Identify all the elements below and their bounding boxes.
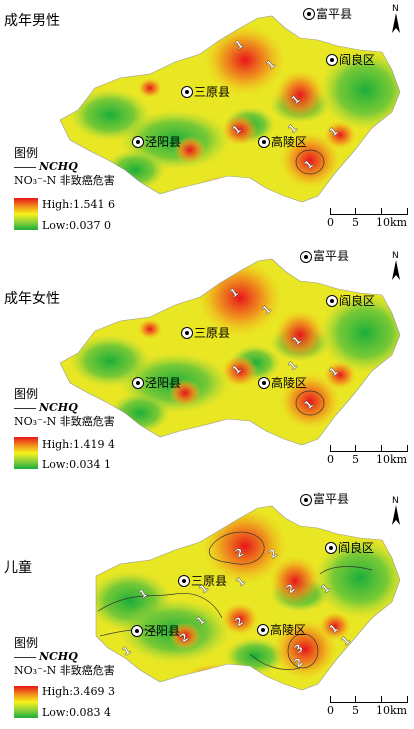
county-seat-icon (300, 251, 312, 263)
legend-low: Low:0.083 4 (42, 706, 112, 719)
scale-bar: 0 5 10 km (326, 696, 410, 726)
county-seat-icon (303, 8, 315, 20)
north-arrow-icon: N (392, 4, 400, 33)
county-seat-icon (132, 136, 144, 148)
legend-line-label: NCHQ (39, 650, 78, 663)
county-seat-icon (326, 295, 338, 307)
hazard-map: 1 1 1 1 1 1 1 (59, 258, 401, 446)
legend-line-label: NCHQ (39, 401, 78, 414)
map-legend: 图例 NCHQ NO₃⁻-N 非致癌危害 (14, 387, 115, 429)
legend-low: Low:0.034 1 (42, 458, 112, 471)
county-seat-icon (131, 625, 143, 637)
county-seat-icon (178, 575, 190, 587)
legend-line-label: NCHQ (39, 160, 78, 173)
county-label-gaoling: 高陵区 (270, 623, 307, 637)
legend-low-value: 0.083 4 (69, 706, 112, 719)
legend-line-item: NCHQ (14, 401, 115, 415)
county-seat-icon (258, 377, 270, 389)
map-boundary (59, 15, 401, 203)
county-seat-icon (257, 624, 269, 636)
county-seat-icon (326, 54, 338, 66)
panel-title: 儿童 (4, 560, 32, 576)
contour-line (208, 531, 265, 565)
county-seat-icon (132, 377, 144, 389)
legend-high: High:1.419 4 (42, 438, 115, 451)
scale-bar: 0 5 10 km (326, 445, 410, 475)
north-arrow-icon: N (392, 496, 400, 525)
county-label-jingyang: 泾阳县 (145, 376, 182, 390)
svg-text:N: N (392, 496, 399, 506)
county-seat-icon (325, 542, 337, 554)
county-seat-icon (181, 327, 193, 339)
hazard-map: 1 1 1 1 1 1 1 (59, 15, 401, 203)
svg-text:N: N (392, 4, 399, 14)
legend-line-item: NCHQ (14, 160, 115, 174)
map-legend: 图例 NCHQ NO₃⁻-N 非致癌危害 (14, 146, 115, 188)
color-ramp (14, 437, 38, 469)
map-panel-children: 2 2 1 1 1 2 2 2 1 1 1 3 2 1 1 儿童 富平县 阎良区… (0, 486, 414, 729)
contour-line (319, 566, 373, 575)
county-seat-icon (258, 136, 270, 148)
contour-line (295, 149, 325, 175)
map-boundary (95, 505, 401, 691)
legend-low: Low:0.037 0 (42, 219, 112, 232)
county-label-jingyang: 泾阳县 (145, 135, 182, 149)
color-ramp (14, 686, 38, 718)
contour-line (287, 633, 319, 669)
county-label-gaoling: 高陵区 (271, 376, 308, 390)
county-label-jingyang: 泾阳县 (144, 624, 181, 638)
hazard-map: 2 2 1 1 1 2 2 2 1 1 1 3 2 1 1 (95, 505, 401, 691)
county-label-yanliang: 阎良区 (339, 294, 376, 308)
legend-hazard-label: NO₃⁻-N 非致癌危害 (14, 664, 115, 677)
legend-high: High:3.469 3 (42, 685, 115, 698)
map-legend: 图例 NCHQ NO₃⁻-N 非致癌危害 (14, 636, 115, 678)
scale-bar: 0 5 10 km (326, 208, 410, 238)
legend-low-value: 0.037 0 (69, 219, 112, 232)
legend-high-value: 1.419 4 (72, 438, 115, 451)
panel-title: 成年男性 (4, 13, 60, 29)
county-label-sanyuan: 三原县 (194, 326, 231, 340)
contour-line (97, 592, 223, 619)
color-ramp (14, 198, 38, 230)
legend-high: High:1.541 6 (42, 198, 115, 211)
map-panel-adult-female: 1 1 1 1 1 1 1 成年女性 富平县 阎良区 三原县 泾阳县 高陵区 图… (0, 243, 414, 486)
contour-line (249, 653, 301, 670)
county-label-sanyuan: 三原县 (194, 85, 231, 99)
county-label-yanliang: 阎良区 (338, 541, 375, 555)
legend-high-value: 3.469 3 (72, 685, 115, 698)
map-panel-adult-male: 1 1 1 1 1 1 1 成年男性 富平县 阎良区 三原县 泾阳县 高陵区 图… (0, 0, 414, 243)
contour-line (295, 390, 325, 416)
county-seat-icon (181, 86, 193, 98)
legend-hazard-label: NO₃⁻-N 非致癌危害 (14, 174, 115, 187)
legend-title: 图例 (14, 387, 39, 401)
legend-title: 图例 (14, 146, 39, 160)
county-label-sanyuan: 三原县 (191, 574, 228, 588)
county-label-yanliang: 阎良区 (339, 53, 376, 67)
county-label-fuping: 富平县 (316, 7, 353, 21)
legend-low-value: 0.034 1 (69, 458, 112, 471)
legend-hazard-label: NO₃⁻-N 非致癌危害 (14, 415, 115, 428)
panel-title: 成年女性 (4, 291, 60, 307)
county-seat-icon (300, 494, 312, 506)
county-label-gaoling: 高陵区 (271, 135, 308, 149)
north-arrow-icon: N (392, 251, 400, 280)
county-label-fuping: 富平县 (313, 492, 350, 506)
svg-text:N: N (392, 251, 399, 261)
legend-line-item: NCHQ (14, 650, 115, 664)
legend-high-value: 1.541 6 (72, 198, 115, 211)
legend-title: 图例 (14, 636, 39, 650)
county-label-fuping: 富平县 (313, 249, 350, 263)
map-boundary (59, 258, 401, 446)
